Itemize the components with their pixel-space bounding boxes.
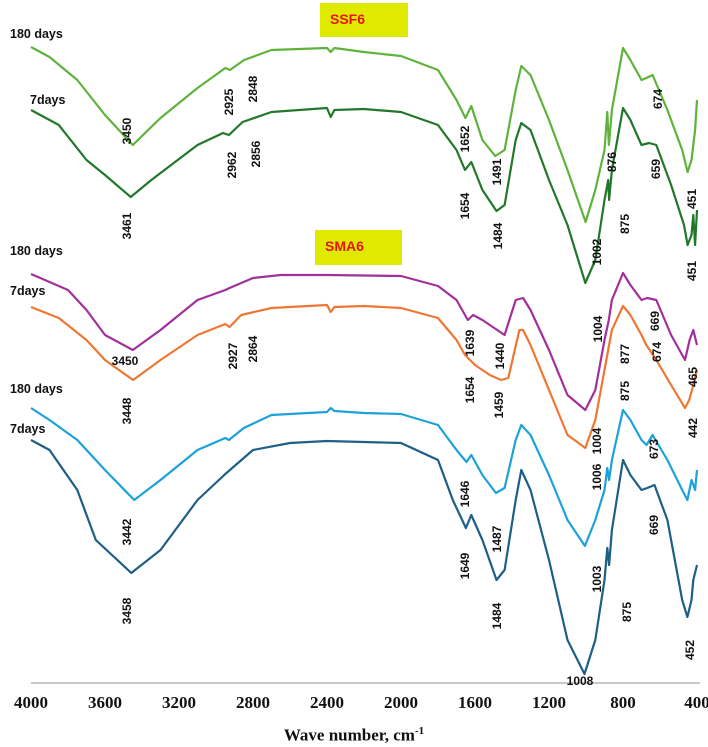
x-tick-label: 800 [610,693,636,712]
x-tick-label: 2400 [310,693,344,712]
x-tick-label: 400 [684,693,708,712]
peak-label: 3450 [120,117,134,145]
series-line-4 [30,406,699,548]
peak-label: 3461 [120,212,134,240]
x-axis-title: Wave number, cm-1 [0,725,708,746]
peak-label: 3450 [111,354,139,368]
x-tick-label: 2800 [236,693,270,712]
x-tick-label: 1600 [458,693,492,712]
peak-label: 2856 [249,140,263,168]
sma6-legend-box: SMA6 [315,230,402,265]
group2-7-label: 7days [10,284,46,298]
peak-label: 3442 [120,518,134,546]
peak-label: 1006 [590,463,604,491]
peak-label: 876 [605,151,619,173]
peak-label: 2962 [225,151,239,179]
peak-label: 1646 [458,480,472,508]
peak-label: 2925 [222,88,236,116]
series-line-1 [30,106,699,285]
peak-label: 875 [618,380,632,402]
peak-label: 875 [618,213,632,235]
x-tick-label: 3200 [162,693,196,712]
series-line-0 [30,46,699,224]
series-line-3 [30,303,699,450]
group2-180-label: 180 days [10,244,63,258]
peak-label: 1639 [463,329,477,357]
peak-label: 2848 [246,75,260,103]
x-tick-label: 3600 [88,693,122,712]
peak-label: 1484 [491,222,505,250]
x-tick-label: 4000 [14,693,48,712]
peak-label: 1003 [590,565,604,593]
peak-label: 1654 [458,192,472,220]
peak-label: 1008 [566,674,594,688]
series-line-5 [30,439,699,676]
peak-label: 1004 [591,315,605,343]
peak-label: 1649 [458,552,472,580]
peak-label: 1484 [490,602,504,630]
peak-label: 451 [685,188,699,210]
peak-label: 1004 [590,427,604,455]
peak-label: 452 [683,639,697,661]
peak-label: 1491 [490,158,504,186]
peak-label: 669 [647,514,661,536]
peak-label: 451 [685,260,699,282]
peak-label: 3458 [120,597,134,625]
peak-label: 442 [686,417,700,439]
group3-7-label: 7days [10,422,46,436]
peak-label: 877 [618,343,632,365]
ssf6-legend-box: SSF6 [320,3,408,37]
sma6-label: SMA6 [325,238,364,254]
peak-label: 674 [650,341,664,363]
peak-label: 2927 [226,342,240,370]
peak-label: 673 [647,438,661,460]
peak-label: 674 [651,88,665,110]
series-line-2 [30,271,699,412]
group1-7-label: 7days [30,93,66,107]
x-tick-label: 1200 [532,693,566,712]
peak-label: 1487 [490,525,504,553]
x-axis-title-sup: -1 [414,725,425,737]
peak-label: 669 [648,310,662,332]
ssf6-label: SSF6 [330,11,366,27]
peak-label: 465 [686,366,700,388]
peak-label: 659 [649,158,663,180]
group3-180-label: 180 days [10,382,63,396]
peak-label: 1459 [492,391,506,419]
peak-label: 2864 [246,335,260,363]
peak-label: 3448 [120,397,134,425]
peak-label: 875 [620,601,634,623]
peak-label: 1440 [493,342,507,370]
peak-label: 1002 [590,238,604,266]
x-axis-title-text: Wave number, cm [283,725,415,745]
peak-label: 1652 [458,125,472,153]
group1-180-label: 180 days [10,27,63,41]
peak-label: 1654 [463,376,477,404]
x-tick-label: 2000 [384,693,418,712]
